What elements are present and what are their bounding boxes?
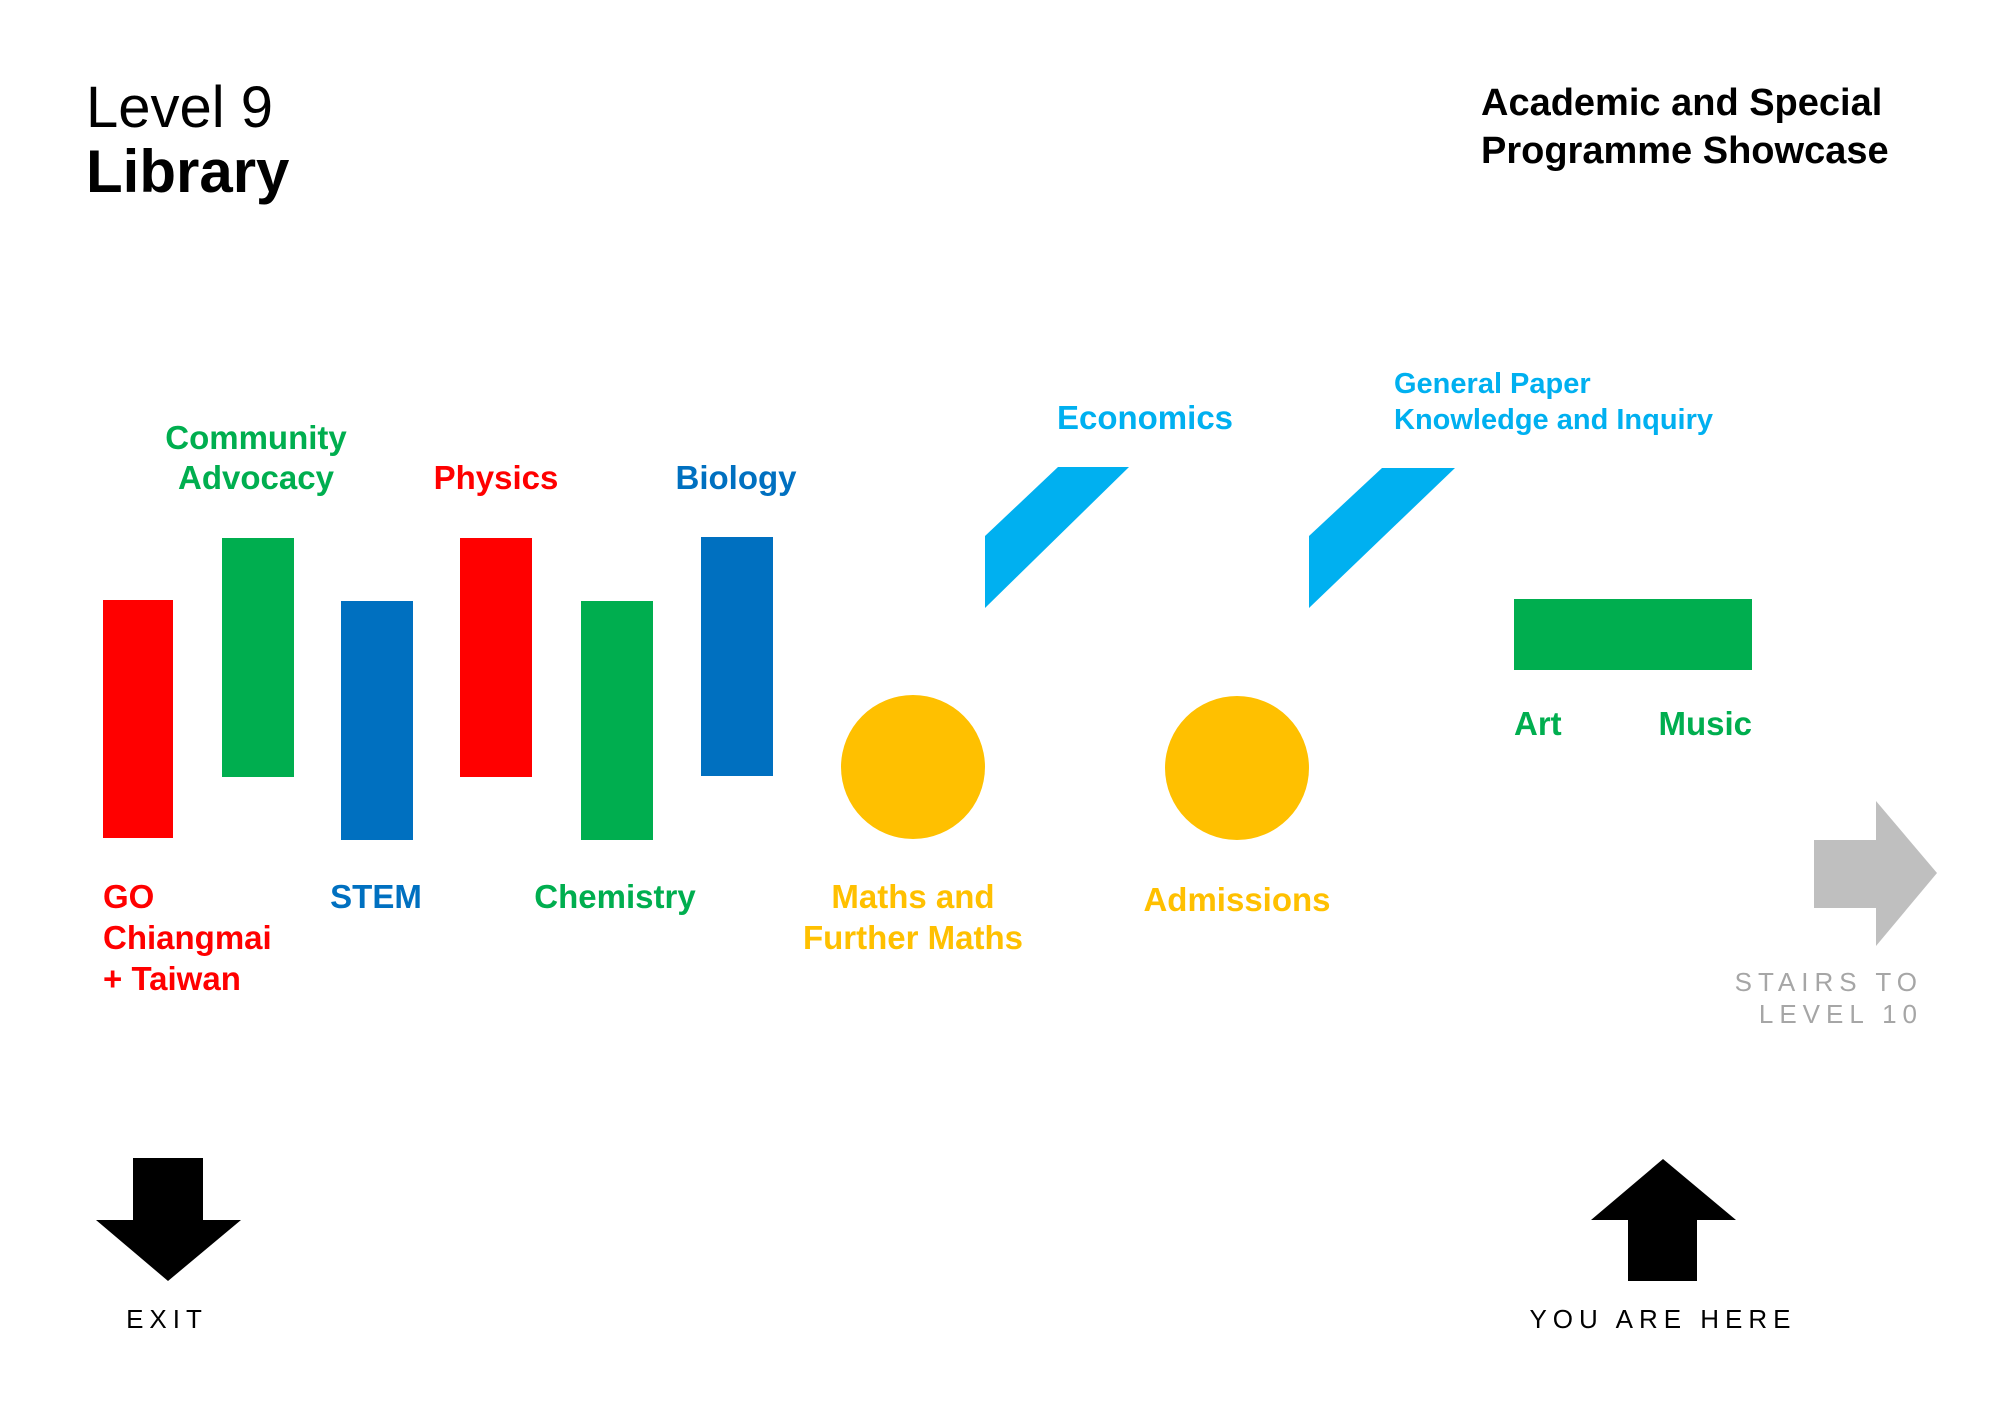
label-community-1: Community (165, 419, 347, 456)
showcase-title-line2: Programme Showcase (1481, 130, 1889, 172)
booth-chemistry[interactable] (581, 601, 653, 840)
stairs-label-1: STAIRS TO (1735, 967, 1923, 997)
label-gp-2: Knowledge and Inquiry (1394, 404, 1713, 436)
you-are-here-label: YOU ARE HERE (1529, 1304, 1796, 1334)
booth-economics[interactable] (985, 467, 1129, 608)
booth-go[interactable] (103, 600, 173, 838)
showcase-title-line1: Academic and Special (1481, 82, 1882, 124)
booth-biology[interactable] (701, 537, 773, 776)
label-go-3: + Taiwan (103, 960, 241, 997)
location-label: Library (86, 138, 290, 205)
booth-community-advocacy[interactable] (222, 538, 294, 777)
label-music: Music (1658, 705, 1752, 742)
level-label: Level 9 (86, 75, 273, 140)
label-gp-1: General Paper (1394, 368, 1591, 400)
booth-maths[interactable] (841, 695, 985, 839)
label-art: Art (1514, 705, 1562, 742)
you-are-here-arrow-icon (1591, 1159, 1736, 1281)
exit-arrow-icon[interactable] (96, 1158, 241, 1281)
label-physics: Physics (434, 459, 559, 496)
label-maths-1: Maths and (831, 878, 994, 915)
booth-stem[interactable] (341, 601, 413, 840)
label-stem: STEM (330, 878, 422, 915)
booth-general-paper[interactable] (1309, 468, 1455, 608)
label-community-2: Advocacy (178, 459, 335, 496)
label-chemistry: Chemistry (534, 878, 696, 915)
label-go-1: GO (103, 878, 154, 915)
exit-label: EXIT (126, 1304, 208, 1334)
label-biology: Biology (676, 459, 798, 496)
booth-admissions[interactable] (1165, 696, 1309, 840)
booth-physics[interactable] (460, 538, 532, 777)
label-admissions: Admissions (1143, 881, 1330, 918)
label-economics: Economics (1057, 399, 1233, 436)
stairs-arrow-icon[interactable] (1814, 801, 1937, 946)
stairs-label-2: LEVEL 10 (1759, 999, 1923, 1029)
label-maths-2: Further Maths (803, 919, 1023, 956)
booth-art-music[interactable] (1514, 599, 1752, 670)
label-go-2: Chiangmai (103, 919, 272, 956)
